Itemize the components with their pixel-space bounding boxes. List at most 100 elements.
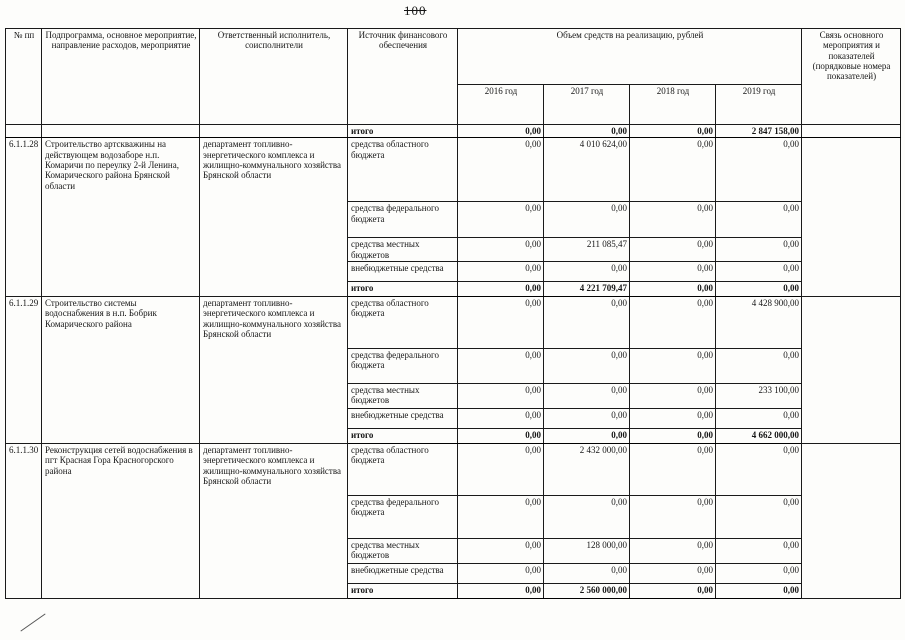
value-2017: 0,00 xyxy=(543,428,630,445)
source-label: средства федерального бюджета xyxy=(347,348,458,385)
row-6.1.1.29-total: итого 0,00 0,00 0,00 4 662 000,00 xyxy=(6,428,901,445)
row-6.1.1.28-source: средства федерального бюджета 0,00 0,00 0,0… xyxy=(6,201,901,239)
empty-num-cell xyxy=(5,123,42,139)
value-2019: 4 662 000,00 xyxy=(714,428,803,445)
source-label: итого xyxy=(347,428,458,445)
value-2016: 0,00 xyxy=(457,583,544,600)
value-2017: 0,00 xyxy=(543,296,630,350)
executor-cell: департамент топливно-энергетического ком… xyxy=(199,137,348,298)
row-num: 6.1.1.30 xyxy=(5,443,42,600)
value-2019: 0,00 xyxy=(714,348,803,385)
value-2018: 0,00 xyxy=(629,296,716,350)
value-2016: 0,00 xyxy=(457,495,544,540)
value-2017: 2 560 000,00 xyxy=(543,583,630,600)
row-6.1.1.30-source: внебюджетные средства 0,00 0,00 0,00 0,00 xyxy=(6,563,901,585)
header-year-2019: 2019 год xyxy=(714,84,803,125)
value-2017: 0,00 xyxy=(543,261,630,283)
row-6.1.1.28-source: внебюджетные средства 0,00 0,00 0,00 0,00 xyxy=(6,261,901,283)
source-label: внебюджетные средства xyxy=(347,563,458,585)
scan-artifact xyxy=(20,613,46,632)
header-program: Подпрограмма, основное мероприятие, напр… xyxy=(41,28,200,125)
value-2017: 2 432 000,00 xyxy=(543,443,630,497)
executor-cell: департамент топливно-энергетического ком… xyxy=(199,296,348,445)
value-2019: 4 428 900,00 xyxy=(714,296,803,350)
value-2019: 0,00 xyxy=(714,538,803,565)
value-2017: 0,00 xyxy=(543,408,630,430)
source-label: итого xyxy=(347,583,458,600)
program-cell: Строительство артскважины на действующем… xyxy=(41,137,200,298)
source-label: средства местных бюджетов xyxy=(347,237,458,263)
page-number: 100 xyxy=(404,3,427,18)
value-2017: 128 000,00 xyxy=(543,538,630,565)
value-2017: 0,00 xyxy=(543,348,630,385)
value-2017: 0,00 xyxy=(543,383,630,410)
total-value-2019: 2 847 158,00 xyxy=(714,123,803,139)
value-2016: 0,00 xyxy=(457,383,544,410)
value-2018: 0,00 xyxy=(629,201,716,239)
value-2018: 0,00 xyxy=(629,237,716,263)
value-2018: 0,00 xyxy=(629,137,716,203)
value-2018: 0,00 xyxy=(629,261,716,283)
row-num: 6.1.1.28 xyxy=(5,137,42,298)
header-year-2017: 2017 год xyxy=(543,84,630,125)
row-num: 6.1.1.29 xyxy=(5,296,42,445)
source-label: внебюджетные средства xyxy=(347,408,458,430)
row-6.1.1.29-source: 6.1.1.29 Строительство системы водоснабже… xyxy=(5,296,902,445)
value-2016: 0,00 xyxy=(457,296,544,350)
value-2019: 0,00 xyxy=(714,495,803,540)
value-2016: 0,00 xyxy=(457,261,544,283)
value-2019: 0,00 xyxy=(714,443,803,497)
program-cell: Реконструкция сетей водоснабжения в пгт … xyxy=(41,443,200,600)
total-value-2018: 0,00 xyxy=(629,123,716,139)
source-label: средства федерального бюджета xyxy=(347,201,458,239)
source-label: средства местных бюджетов xyxy=(347,383,458,410)
header-year-2018: 2018 год xyxy=(629,84,716,125)
value-2019: 0,00 xyxy=(714,261,803,283)
header-executor: Ответственный исполнитель, соисполнители xyxy=(199,28,348,125)
value-2016: 0,00 xyxy=(457,237,544,263)
source-label: средства федерального бюджета xyxy=(347,495,458,540)
value-2018: 0,00 xyxy=(629,538,716,565)
row-6.1.1.28-source: 6.1.1.28 Строительство артскважины на дей… xyxy=(5,137,902,298)
budget-table: № пп Подпрограмма, основное мероприятие,… xyxy=(5,28,902,600)
empty-executor-cell xyxy=(199,123,348,139)
value-2017: 0,00 xyxy=(543,563,630,585)
value-2018: 0,00 xyxy=(629,563,716,585)
value-2016: 0,00 xyxy=(457,137,544,203)
value-2019: 0,00 xyxy=(714,563,803,585)
carryover-total-row: итого 0,00 0,00 0,00 2 847 158,00 xyxy=(5,123,902,139)
link-cell xyxy=(801,443,902,600)
value-2016: 0,00 xyxy=(457,348,544,385)
source-label: средства областного бюджета xyxy=(347,137,458,203)
value-2019: 0,00 xyxy=(714,237,803,263)
value-2018: 0,00 xyxy=(629,348,716,385)
value-2017: 0,00 xyxy=(543,201,630,239)
value-2019: 0,00 xyxy=(714,281,803,298)
value-2017: 211 085,47 xyxy=(543,237,630,263)
total-value-2016: 0,00 xyxy=(457,123,544,139)
source-label: средства областного бюджета xyxy=(347,443,458,497)
empty-link-cell xyxy=(801,123,902,139)
header-source: Источник финансового обеспечения xyxy=(347,28,458,125)
value-2017: 4 221 709,47 xyxy=(543,281,630,298)
source-label: внебюджетные средства xyxy=(347,261,458,283)
value-2019: 0,00 xyxy=(714,201,803,239)
value-2018: 0,00 xyxy=(629,383,716,410)
value-2016: 0,00 xyxy=(457,408,544,430)
value-2019: 233 100,00 xyxy=(714,383,803,410)
value-2018: 0,00 xyxy=(629,408,716,430)
row-6.1.1.30-total: итого 0,00 2 560 000,00 0,00 0,00 xyxy=(6,583,901,600)
row-6.1.1.30-source: 6.1.1.30 Реконструкция сетей водоснабжени… xyxy=(5,443,902,600)
header-link: Связь основного мероприятия и показателе… xyxy=(801,28,902,125)
value-2018: 0,00 xyxy=(629,281,716,298)
value-2016: 0,00 xyxy=(457,538,544,565)
link-cell xyxy=(801,296,902,445)
total-value-2017: 0,00 xyxy=(543,123,630,139)
value-2017: 0,00 xyxy=(543,495,630,540)
value-2016: 0,00 xyxy=(457,281,544,298)
value-2016: 0,00 xyxy=(457,428,544,445)
value-2018: 0,00 xyxy=(629,428,716,445)
value-2017: 4 010 624,00 xyxy=(543,137,630,203)
value-2018: 0,00 xyxy=(629,583,716,600)
